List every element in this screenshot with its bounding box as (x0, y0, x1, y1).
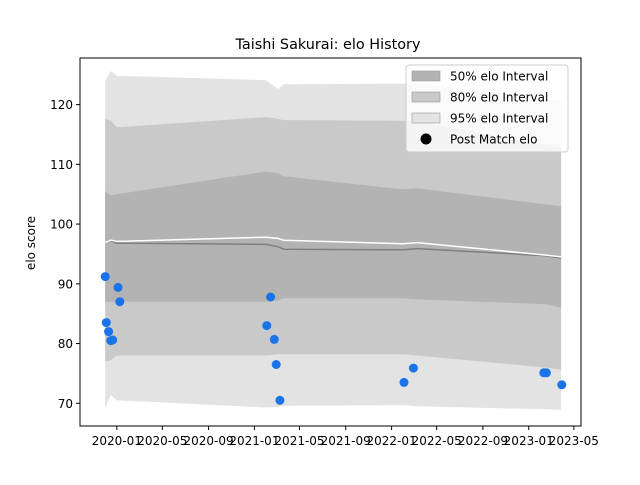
chart-title: Taishi Sakurai: elo History (235, 37, 421, 53)
x-tick-label: 2023-05 (549, 434, 599, 448)
post-match-point (266, 292, 276, 302)
post-match-point (271, 360, 281, 369)
post-match-point (101, 318, 111, 328)
legend-swatch-80 (411, 91, 441, 103)
x-tick-label: 2021-01 (229, 434, 279, 448)
x-tick-label: 2022-05 (412, 434, 462, 448)
x-tick-label: 2022-01 (367, 434, 417, 448)
post-match-point (408, 363, 418, 373)
y-tick-label: 120 (50, 98, 73, 112)
x-tick-label: 2021-09 (321, 434, 371, 448)
y-tick-label: 100 (50, 218, 73, 232)
legend-label-post: Post Match elo (450, 133, 537, 147)
post-match-point (399, 377, 409, 387)
plot-frame (79, 57, 582, 427)
post-match-point (541, 368, 551, 378)
y-tick-label: 80 (58, 337, 73, 351)
post-match-point (269, 334, 279, 344)
y-tick-label: 90 (58, 277, 73, 291)
interval-bands (105, 71, 562, 410)
post-match-point (100, 272, 110, 282)
legend-swatch-95 (411, 112, 441, 124)
y-tick-label: 70 (58, 397, 73, 411)
x-tick-label: 2021-05 (274, 434, 324, 448)
legend-marker-post-match (420, 133, 432, 145)
y-axis-label: elo score (24, 216, 38, 270)
post-match-point (115, 297, 125, 307)
legend-label-i95: 95% elo Interval (450, 112, 548, 126)
mean-line (104, 236, 562, 258)
trend-lines (104, 236, 562, 259)
axes: 2020-012020-052020-092021-012021-052021-… (50, 57, 599, 448)
x-tick-label: 2020-05 (137, 434, 187, 448)
x-tick-label: 2022-09 (458, 434, 508, 448)
legend-label-i80: 80% elo Interval (450, 91, 548, 105)
post-match-point (113, 282, 123, 292)
post-match-points (100, 272, 567, 405)
band-50 (105, 171, 562, 308)
post-match-point (108, 335, 118, 345)
y-tick-label: 110 (50, 158, 73, 172)
legend-label-i50: 50% elo Interval (450, 70, 548, 84)
median-line (104, 240, 562, 259)
x-tick-label: 2020-09 (183, 434, 233, 448)
legend-box (405, 64, 569, 153)
legend-swatch-50 (411, 70, 441, 82)
x-tick-label: 2023-01 (504, 434, 554, 448)
post-match-point (262, 321, 272, 331)
post-match-point (275, 395, 285, 405)
post-match-point (104, 327, 114, 337)
legend: 50% elo Interval 80% elo Interval 95% elo … (405, 64, 569, 153)
x-tick-label: 2020-01 (92, 434, 142, 448)
post-match-point (557, 380, 567, 390)
